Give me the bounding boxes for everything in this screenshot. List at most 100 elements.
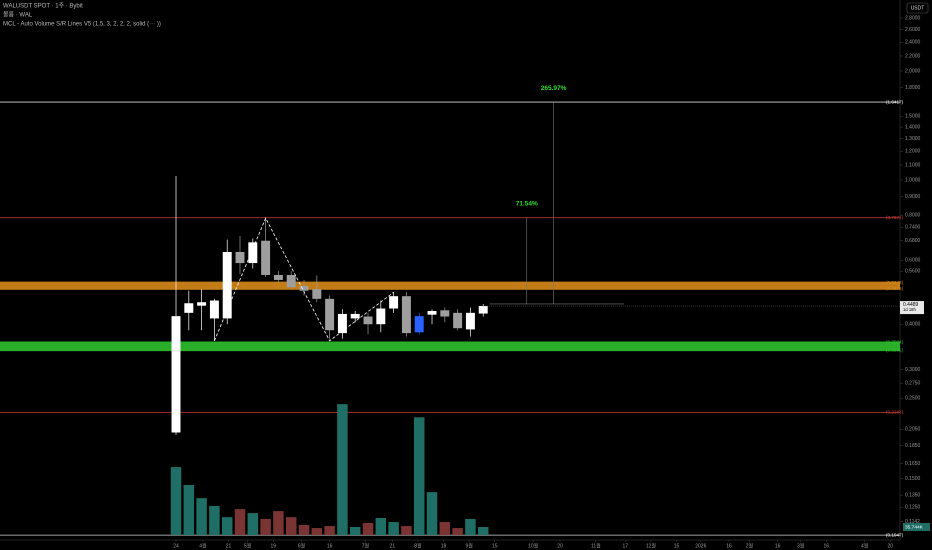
target-label: 71.54% bbox=[516, 200, 538, 207]
countdown-label: 1d 18h bbox=[903, 307, 916, 312]
band-top-label: (0.5243) bbox=[886, 280, 904, 285]
x-tick-label: 2026 bbox=[695, 543, 706, 549]
level-label: (1.6417) bbox=[886, 99, 904, 104]
volume-bar bbox=[452, 528, 463, 535]
x-tick-label: 17 bbox=[623, 543, 629, 549]
y-tick-label: 1.3000 bbox=[905, 136, 921, 142]
currency-label[interactable]: USDT bbox=[911, 6, 925, 12]
candle-body bbox=[171, 316, 181, 433]
volume-bar bbox=[465, 518, 476, 535]
candle-body bbox=[389, 296, 399, 309]
volume-bar bbox=[324, 526, 335, 535]
level-label: (0.2283) bbox=[886, 410, 904, 415]
candle-body bbox=[427, 311, 437, 315]
candle-body bbox=[209, 300, 219, 319]
y-tick-label: 0.2750 bbox=[905, 380, 921, 386]
volume-bar bbox=[388, 522, 399, 535]
y-tick-label: 0.2050 bbox=[905, 427, 921, 433]
x-tick-label: 11월 bbox=[591, 542, 601, 549]
currency-button[interactable] bbox=[906, 2, 929, 14]
y-tick-label: 1.4000 bbox=[905, 124, 921, 130]
x-tick-label: 16 bbox=[775, 543, 781, 549]
target-label: 265.97% bbox=[541, 85, 567, 92]
volume-label-bg bbox=[903, 523, 930, 532]
y-tick-label: 1.2000 bbox=[905, 149, 921, 155]
volume-bar bbox=[247, 513, 259, 535]
candle-body bbox=[453, 312, 463, 329]
volume-bar bbox=[234, 509, 246, 535]
volume-bar bbox=[183, 484, 195, 535]
x-tick-label: 19 bbox=[271, 543, 277, 549]
indicator-legend[interactable]: MCL - Auto Volume S/R Lines V5 (1.5, 3, … bbox=[3, 22, 161, 28]
candle-body bbox=[312, 289, 322, 299]
y-tick-label: 2.0000 bbox=[905, 68, 921, 74]
volume-legend[interactable]: 볼륨 · WAL bbox=[3, 12, 33, 19]
symbol-title[interactable]: WALUSDT SPOT · 1주 · Bybit bbox=[3, 3, 83, 10]
volume-bar bbox=[439, 522, 451, 535]
candle-body bbox=[299, 285, 309, 291]
candle-body bbox=[197, 302, 207, 306]
volume-bar bbox=[337, 404, 348, 535]
x-tick-label: 21 bbox=[390, 543, 396, 549]
candle-body bbox=[363, 316, 373, 325]
band-bottom-label: (0.3371) bbox=[886, 347, 904, 352]
volume-bar bbox=[349, 526, 361, 535]
volume-bar bbox=[221, 517, 233, 535]
x-tick-label: 16 bbox=[726, 543, 732, 549]
y-tick-label: 1.1000 bbox=[905, 162, 921, 168]
y-tick-label: 0.5600 bbox=[905, 269, 921, 275]
y-tick-label: 0.1350 bbox=[905, 492, 921, 498]
x-tick-label: 5월 bbox=[244, 542, 252, 549]
candle-body bbox=[414, 316, 424, 333]
y-tick-label: 0.1500 bbox=[905, 476, 921, 482]
x-tick-label: 10월 bbox=[528, 542, 539, 549]
x-tick-label: 4월 bbox=[199, 542, 207, 549]
volume-bar bbox=[209, 505, 220, 535]
y-tick-label: 2.4000 bbox=[905, 40, 921, 46]
candle-body bbox=[401, 296, 411, 334]
volume-bar bbox=[426, 492, 438, 535]
x-tick-label: 7월 bbox=[362, 542, 370, 549]
x-tick-label: 21 bbox=[226, 543, 232, 549]
y-tick-label: 1.5000 bbox=[905, 114, 921, 120]
y-tick-label: 0.8000 bbox=[905, 212, 921, 218]
y-tick-label: 2.2000 bbox=[905, 53, 921, 59]
x-tick-label: 4월 bbox=[861, 542, 869, 549]
zigzag bbox=[214, 217, 394, 342]
y-tick-label: 1.8000 bbox=[905, 85, 921, 91]
candle-body bbox=[478, 306, 488, 314]
candle-body bbox=[273, 274, 283, 280]
volume-bar bbox=[273, 511, 284, 535]
x-tick-label: 16 bbox=[823, 543, 829, 549]
level-label: (0.1047) bbox=[886, 532, 904, 537]
last-price-label: 0.4489 bbox=[903, 302, 919, 308]
candle-body bbox=[286, 274, 296, 288]
band-bottom-label: (0.4978) bbox=[886, 286, 904, 291]
x-tick-label: 2월 bbox=[746, 542, 754, 549]
y-tick-label: 0.6000 bbox=[905, 258, 921, 264]
volume-bar bbox=[260, 518, 271, 535]
x-tick-label: 12월 bbox=[646, 542, 657, 549]
candle-body bbox=[350, 313, 360, 319]
volume-bar bbox=[298, 524, 310, 535]
y-tick-label: 0.7400 bbox=[905, 225, 921, 231]
volume-bar bbox=[413, 417, 425, 535]
candle-body bbox=[222, 251, 232, 319]
volume-bar bbox=[477, 527, 489, 535]
y-tick-label: 0.1650 bbox=[905, 461, 921, 467]
volume-bar bbox=[375, 518, 387, 535]
candle-body bbox=[440, 310, 450, 317]
y-tick-label: 0.4000 bbox=[905, 322, 921, 328]
volume-bar bbox=[362, 522, 374, 535]
candle-body bbox=[376, 308, 386, 325]
candle-body bbox=[325, 298, 335, 331]
y-tick-label: 0.2500 bbox=[905, 395, 921, 401]
last-price-bg bbox=[900, 301, 924, 315]
x-tick-label: 3월 bbox=[797, 542, 805, 549]
candle-body bbox=[248, 242, 258, 264]
x-tick-label: 9월 bbox=[465, 542, 473, 549]
y-tick-label: 0.6800 bbox=[905, 238, 921, 244]
